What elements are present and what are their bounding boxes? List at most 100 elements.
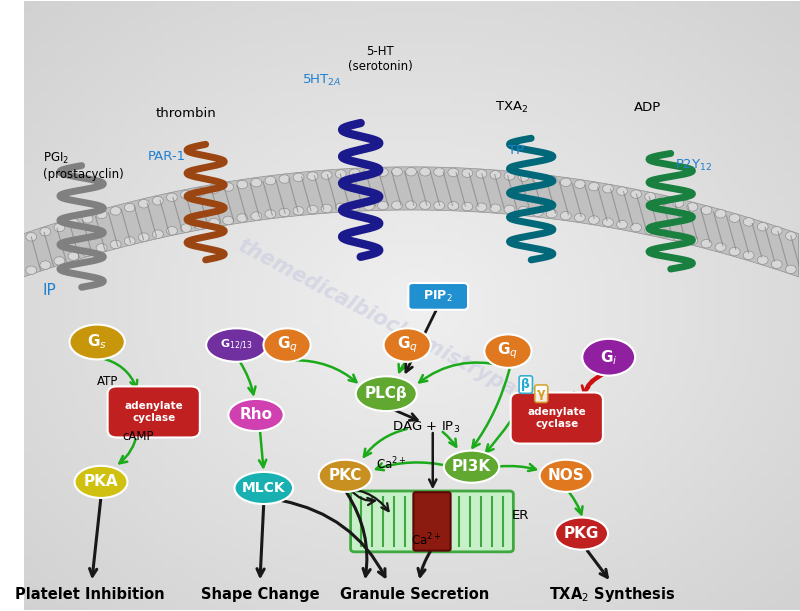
Circle shape: [645, 192, 656, 201]
Ellipse shape: [206, 328, 267, 362]
Text: G$_q$: G$_q$: [397, 335, 418, 356]
Circle shape: [307, 172, 318, 180]
Circle shape: [630, 223, 642, 232]
Circle shape: [279, 175, 290, 183]
Circle shape: [729, 247, 740, 256]
Circle shape: [743, 251, 754, 260]
Ellipse shape: [582, 339, 635, 376]
Text: γ: γ: [537, 387, 546, 400]
Text: PKG: PKG: [564, 526, 599, 541]
Circle shape: [251, 178, 262, 187]
Circle shape: [335, 170, 346, 178]
Text: Granule Secretion: Granule Secretion: [340, 587, 490, 602]
Circle shape: [322, 204, 332, 213]
FancyBboxPatch shape: [108, 386, 200, 437]
Circle shape: [110, 207, 121, 215]
Circle shape: [701, 206, 712, 214]
Text: G$_s$: G$_s$: [87, 332, 107, 351]
Circle shape: [687, 203, 698, 211]
Circle shape: [659, 196, 670, 205]
Text: cAMP: cAMP: [122, 430, 154, 443]
Circle shape: [391, 167, 402, 176]
Circle shape: [476, 169, 487, 178]
Text: TP: TP: [508, 144, 524, 157]
Circle shape: [194, 188, 206, 196]
Circle shape: [504, 172, 515, 180]
Circle shape: [26, 266, 37, 274]
Circle shape: [420, 201, 430, 210]
Circle shape: [617, 221, 627, 229]
Circle shape: [166, 193, 178, 202]
Circle shape: [222, 183, 234, 191]
Circle shape: [166, 227, 178, 235]
Text: PAR-1: PAR-1: [148, 150, 186, 163]
Text: TXA$_2$ Synthesis: TXA$_2$ Synthesis: [550, 585, 676, 604]
Circle shape: [322, 171, 332, 179]
Circle shape: [771, 260, 782, 268]
FancyBboxPatch shape: [414, 492, 450, 551]
Ellipse shape: [484, 334, 531, 368]
Circle shape: [237, 214, 248, 222]
Ellipse shape: [383, 328, 430, 362]
Text: Platelet Inhibition: Platelet Inhibition: [14, 587, 164, 602]
Circle shape: [222, 216, 234, 225]
Circle shape: [335, 203, 346, 211]
Text: 5HT$_{2A}$: 5HT$_{2A}$: [302, 73, 342, 88]
Circle shape: [82, 214, 93, 223]
Text: thrombin: thrombin: [156, 108, 217, 120]
Circle shape: [40, 261, 50, 269]
Text: MLCK: MLCK: [242, 481, 286, 495]
Circle shape: [574, 213, 586, 222]
Circle shape: [181, 191, 191, 199]
Ellipse shape: [444, 451, 499, 483]
Circle shape: [138, 233, 150, 241]
Text: Shape Change: Shape Change: [201, 587, 319, 602]
Circle shape: [68, 218, 79, 227]
Circle shape: [40, 227, 50, 236]
Circle shape: [406, 167, 417, 176]
Circle shape: [518, 173, 529, 181]
Circle shape: [729, 214, 740, 222]
Text: TXA$_2$: TXA$_2$: [495, 100, 529, 115]
Circle shape: [546, 176, 557, 185]
Polygon shape: [23, 167, 798, 277]
Circle shape: [476, 203, 487, 211]
Circle shape: [434, 168, 445, 177]
Circle shape: [574, 180, 586, 188]
Text: DAG + IP$_3$: DAG + IP$_3$: [393, 420, 461, 434]
Text: Rho: Rho: [239, 408, 273, 422]
Circle shape: [715, 210, 726, 218]
Circle shape: [617, 187, 627, 196]
Circle shape: [462, 202, 473, 211]
Circle shape: [546, 210, 557, 218]
Circle shape: [209, 185, 219, 194]
Circle shape: [350, 202, 360, 211]
Text: IP: IP: [43, 283, 57, 298]
Circle shape: [307, 205, 318, 214]
Circle shape: [124, 237, 135, 245]
Circle shape: [462, 169, 473, 177]
Circle shape: [687, 236, 698, 244]
Circle shape: [490, 204, 501, 213]
Circle shape: [434, 201, 445, 210]
Circle shape: [758, 256, 768, 265]
FancyBboxPatch shape: [350, 491, 514, 552]
Circle shape: [560, 178, 571, 186]
Circle shape: [589, 216, 599, 224]
Text: PI3K: PI3K: [452, 459, 491, 474]
Circle shape: [406, 201, 417, 210]
Circle shape: [673, 199, 684, 207]
Circle shape: [153, 197, 163, 205]
Circle shape: [532, 175, 543, 183]
Circle shape: [786, 232, 796, 240]
Text: adenylate
cyclase: adenylate cyclase: [527, 407, 586, 429]
Circle shape: [265, 210, 276, 218]
Text: 5-HT
(serotonin): 5-HT (serotonin): [348, 45, 413, 73]
Circle shape: [602, 218, 614, 227]
Text: β: β: [522, 378, 530, 391]
Text: PKA: PKA: [84, 474, 118, 489]
Circle shape: [363, 202, 374, 210]
Circle shape: [209, 218, 219, 227]
Ellipse shape: [74, 466, 127, 498]
Circle shape: [265, 177, 276, 185]
